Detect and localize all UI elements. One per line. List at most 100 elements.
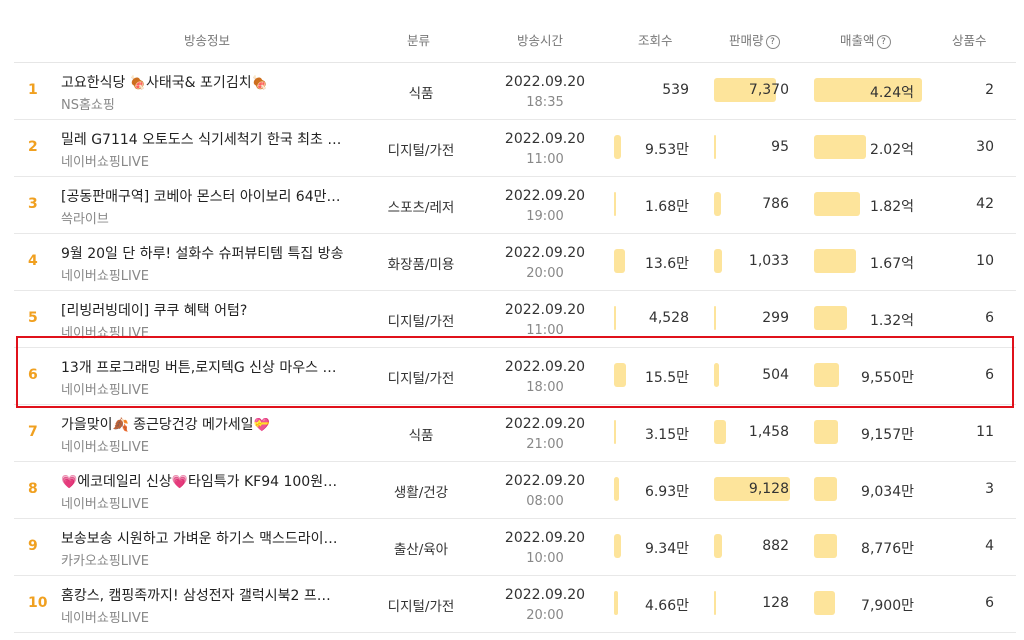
sales-bar [714, 420, 727, 444]
table-header: 방송정보 분류 방송시간 조회수 판매량? 매출액? 상품수 [14, 0, 1016, 63]
seller-name: 네이버쇼핑LIVE [61, 440, 149, 455]
category-label: 디지털/가전 [387, 599, 455, 615]
header-category[interactable]: 분류 [407, 33, 431, 48]
product-count: 30 [976, 139, 994, 155]
category-label: 출산/육아 [393, 542, 449, 558]
category-label: 스포츠/레저 [387, 200, 455, 216]
seller-name: 쓱라이브 [61, 212, 109, 227]
header-products[interactable]: 상품수 [952, 33, 987, 48]
revenue-bar [814, 192, 861, 216]
rank-number: 7 [28, 424, 38, 440]
table-row[interactable]: 2 밀레 G7114 오토도스 식기세척기 한국 최초 … 네이버쇼핑LIVE 디지털… [14, 119, 1016, 177]
broadcast-time: 19:00 [526, 209, 564, 224]
category-label: 식품 [408, 428, 434, 444]
table-row[interactable]: 6 13개 프로그래밍 버튼,로지텍G 신상 마우스 … 네이버쇼핑LIVE 디지털/… [14, 347, 1016, 405]
table-row[interactable]: 10 홈캉스, 캠핑족까지! 삼성전자 갤럭시북2 프… 네이버쇼핑LIVE 디지털/… [14, 575, 1016, 633]
seller-name: 네이버쇼핑LIVE [61, 497, 149, 512]
rank-number: 8 [28, 481, 38, 497]
broadcast-date: 2022.09.20 [504, 74, 586, 90]
rank-number: 2 [28, 139, 38, 155]
header-sales-label: 판매량 [729, 33, 764, 48]
broadcast-title[interactable]: 9월 20일 단 하루! 설화수 슈퍼뷰티템 특집 방송 [61, 243, 361, 263]
title-text: 고요한식당 [61, 75, 130, 91]
broadcast-date: 2022.09.20 [504, 131, 586, 147]
title-emoji: 💝 [253, 418, 270, 433]
broadcast-title[interactable]: [리빙러빙데이] 쿠쿠 혜택 어텀? [61, 300, 361, 320]
seller-name: 네이버쇼핑LIVE [61, 155, 149, 170]
views-bar [614, 363, 626, 387]
views-value: 9.53만 [644, 142, 689, 158]
header-sales[interactable]: 판매량? [729, 30, 780, 49]
title-text: 사태국& 포기김치 [146, 75, 252, 91]
header-broadcast-time[interactable]: 방송시간 [517, 33, 564, 48]
header-views[interactable]: 조회수 [638, 33, 673, 48]
seller-name: NS홈쇼핑 [61, 98, 115, 113]
rank-number: 6 [28, 367, 38, 383]
revenue-value: 4.24억 [869, 85, 914, 101]
views-bar [614, 192, 616, 216]
views-bar [614, 306, 616, 330]
views-value: 3.15만 [644, 427, 689, 443]
views-value: 539 [662, 82, 689, 98]
sales-value: 504 [762, 367, 789, 383]
title-text: 가을맞이 [61, 417, 113, 433]
broadcast-date: 2022.09.20 [504, 188, 586, 204]
help-icon[interactable]: ? [876, 35, 891, 49]
sales-value: 299 [762, 310, 789, 326]
revenue-bar [814, 420, 838, 444]
title-emoji: 💗 [171, 475, 188, 490]
views-value: 1.68만 [644, 199, 689, 215]
help-icon[interactable]: ? [765, 35, 780, 49]
views-value: 4,528 [648, 310, 689, 326]
views-bar [614, 477, 620, 501]
views-value: 15.5만 [644, 370, 689, 386]
broadcast-title[interactable]: 💗에코데일리 신상💗타임특가 KF94 100원… [61, 471, 361, 491]
broadcast-title[interactable]: [공동판매구역] 코베아 몬스터 아이보리 64만… [61, 186, 361, 206]
table-row[interactable]: 8 💗에코데일리 신상💗타임특가 KF94 100원… 네이버쇼핑LIVE 생활/건강… [14, 461, 1016, 519]
broadcast-title[interactable]: 13개 프로그래밍 버튼,로지텍G 신상 마우스 … [61, 357, 361, 377]
seller-name: 네이버쇼핑LIVE [61, 269, 149, 284]
category-label: 화장품/미용 [387, 257, 455, 273]
broadcast-title[interactable]: 가을맞이🍂 종근당건강 메가세일💝 [61, 414, 361, 434]
rank-number: 3 [28, 196, 38, 212]
title-text: [공동판매구역] 코베아 몬스터 아이보리 64만… [61, 189, 341, 205]
sales-value: 1,033 [748, 253, 789, 269]
broadcast-date: 2022.09.20 [504, 473, 586, 489]
table-row[interactable]: 3 [공동판매구역] 코베아 몬스터 아이보리 64만… 쓱라이브 스포츠/레저 202… [14, 176, 1016, 234]
table-row[interactable]: 1 고요한식당 🍖사태국& 포기김치🍖 NS홈쇼핑 식품 2022.09.20 18:35… [14, 62, 1016, 120]
table-row[interactable]: 9 보송보송 시원하고 가벼운 하기스 맥스드라이… 카카오쇼핑LIVE 출산/육아 2… [14, 518, 1016, 576]
revenue-value: 1.82억 [869, 199, 914, 215]
seller-name: 네이버쇼핑LIVE [61, 611, 149, 626]
views-bar [614, 135, 622, 159]
title-text: [리빙러빙데이] 쿠쿠 혜택 어텀? [61, 303, 248, 319]
revenue-bar [814, 249, 857, 273]
rank-number: 4 [28, 253, 38, 269]
table-row[interactable]: 5 [리빙러빙데이] 쿠쿠 혜택 어텀? 네이버쇼핑LIVE 디지털/가전 2022.0… [14, 290, 1016, 348]
revenue-value: 9,034만 [861, 484, 914, 500]
rank-number: 10 [28, 595, 48, 611]
views-bar [614, 591, 618, 615]
title-text: 13개 프로그래밍 버튼,로지텍G 신상 마우스 … [61, 360, 337, 376]
title-emoji: 💗 [61, 475, 78, 490]
header-revenue[interactable]: 매출액? [840, 30, 891, 49]
title-text: 타임특가 KF94 100원… [188, 474, 338, 490]
broadcast-title[interactable]: 고요한식당 🍖사태국& 포기김치🍖 [61, 72, 361, 92]
broadcast-title[interactable]: 홈캉스, 캠핑족까지! 삼성전자 갤럭시북2 프… [61, 585, 361, 605]
product-count: 6 [985, 310, 994, 326]
views-bar [614, 420, 617, 444]
product-count: 10 [976, 253, 994, 269]
table-row[interactable]: 7 가을맞이🍂 종근당건강 메가세일💝 네이버쇼핑LIVE 식품 2022.09.20 2… [14, 404, 1016, 462]
broadcast-title[interactable]: 보송보송 시원하고 가벼운 하기스 맥스드라이… [61, 528, 361, 548]
title-text: 9월 20일 단 하루! 설화수 슈퍼뷰티템 특집 방송 [61, 246, 344, 262]
category-label: 디지털/가전 [387, 314, 455, 330]
revenue-value: 8,776만 [861, 541, 914, 557]
broadcast-title[interactable]: 밀레 G7114 오토도스 식기세척기 한국 최초 … [61, 129, 361, 149]
category-label: 디지털/가전 [387, 371, 455, 387]
sales-value: 7,370 [748, 82, 789, 98]
revenue-value: 9,550만 [861, 370, 914, 386]
header-broadcast-info[interactable]: 방송정보 [184, 33, 231, 48]
revenue-value: 1.67억 [869, 256, 914, 272]
views-value: 9.34만 [644, 541, 689, 557]
sales-bar [714, 249, 723, 273]
